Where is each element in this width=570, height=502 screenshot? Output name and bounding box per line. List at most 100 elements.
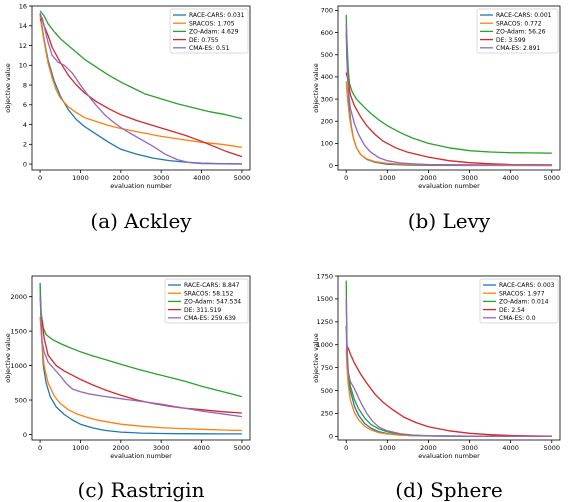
y-tick-label: 4 [23,121,27,129]
y-tick-label: 2 [23,141,27,149]
y-tick-label: 250 [321,410,333,418]
legend-label-0: RACE-CARS: 0.001 [496,12,552,19]
chart-panel-2: 0 1000 2000 3000 4000 50000500100015002000eva… [4,275,251,502]
x-tick-label: 3000 [461,444,478,452]
x-tick-label: 4000 [193,444,210,452]
legend-label-3: DE: 311.519 [184,307,221,314]
y-tick-label: 1250 [316,318,333,326]
y-tick-label: 0 [329,162,333,170]
chart-panel-3: 0 1000 2000 3000 4000 5000 0 250 500 750 1000 1250 1… [312,272,561,502]
y-tick-label: 200 [321,118,333,126]
x-tick-label: 3000 [153,444,170,452]
x-tick-label: 1000 [72,174,89,182]
legend-label-3: DE: 3.599 [496,37,526,44]
subfigure-caption: (b) Levy [408,209,491,233]
x-tick-label: 2000 [113,444,130,452]
chart-panel-0: 0 1000 2000 3000 4000 5000 0 2 4 6 8 10 12 14 16 evalua… [4,2,251,233]
x-tick-label: 3000 [461,174,478,182]
series-line-1 [345,349,552,437]
series-line-3 [345,344,552,437]
x-axis-label: evaluation number [110,182,172,190]
x-tick-label: 2000 [420,174,437,182]
y-tick-label: 500 [321,51,333,59]
legend-frame [479,278,559,324]
legend-label-4: CMA-ES: 2.891 [496,45,540,52]
y-tick-label: 16 [19,2,27,10]
legend-label-2: ZO-Adam: 0.014 [499,299,549,306]
x-tick-label: 5000 [234,444,251,452]
x-tick-label: 1000 [72,444,89,452]
subfigure-caption: (a) Ackley [90,209,192,233]
axes-frame [337,5,561,171]
series-line-3 [345,72,552,166]
axes-frame [31,5,251,171]
x-tick-label: 1000 [379,174,396,182]
chart-panel-1: 0 1000 2000 3000 4000 5000 0 100 200 300 400 500 600… [312,5,561,233]
series-line-2 [39,10,243,120]
y-tick-label: 400 [321,73,333,81]
y-axis-label: objective value [4,333,12,383]
y-tick-label: 0 [23,160,27,168]
series-line-3 [39,17,243,158]
x-tick-label: 4000 [502,174,519,182]
y-tick-label: 14 [19,22,27,30]
y-tick-label: 600 [321,29,333,37]
series-line-2 [39,286,243,398]
x-tick-label: 1000 [379,444,396,452]
series-line-4 [345,23,552,166]
legend-frame [164,278,249,324]
x-tick-label: 0 [38,444,42,452]
legend-label-4: CMA-ES: 259.639 [184,315,236,322]
series-line-3 [39,316,242,414]
y-tick-label: 700 [321,7,333,15]
legend-frame [169,8,249,54]
y-axis-label: objective value [312,333,320,383]
legend-label-2: ZO-Adam: 547.534 [184,299,241,306]
x-axis-label: evaluation number [110,452,172,460]
legend-label-0: RACE-CARS: 0.031 [189,12,245,19]
y-tick-label: 10 [19,62,27,70]
x-tick-label: 4000 [193,174,210,182]
series-line-0 [39,282,242,435]
axes-frame [31,275,251,441]
y-tick-label: 100 [321,140,333,148]
x-tick-label: 5000 [544,444,561,452]
subfigure-caption: (c) Rastrigin [78,478,205,502]
y-tick-label: 12 [19,42,27,50]
y-tick-label: 8 [23,81,27,89]
y-tick-label: 6 [23,101,27,109]
legend-label-3: DE: 0.755 [189,37,219,44]
x-tick-label: 2000 [420,444,437,452]
legend-label-3: DE: 2.54 [499,307,525,314]
y-tick-label: 1750 [316,272,333,280]
x-tick-label: 5000 [544,174,561,182]
x-tick-label: 2000 [113,174,130,182]
x-axis-label: evaluation number [418,452,480,460]
x-tick-label: 0 [38,174,42,182]
y-tick-label: 1500 [316,295,333,303]
y-tick-label: 1500 [10,327,27,335]
series-line-2 [345,14,552,154]
y-tick-label: 500 [15,396,27,404]
y-tick-label: 2000 [10,293,27,301]
legend-label-4: CMA-ES: 0.51 [189,45,230,52]
legend-label-0: RACE-CARS: 0.003 [499,282,555,289]
legend-label-0: RACE-CARS: 8.847 [184,282,240,289]
legend-label-1: SRACOS: 1.705 [189,20,235,27]
legend-label-1: SRACOS: 1.977 [499,290,545,297]
series-line-0 [345,326,552,437]
y-axis-label: objective value [312,63,320,113]
series-line-4 [39,12,242,165]
series-line-1 [39,317,242,432]
y-tick-label: 750 [321,364,333,372]
legend-label-1: SRACOS: 58.152 [184,290,234,297]
x-tick-label: 5000 [234,174,251,182]
legend-label-2: ZO-Adam: 56.26 [496,29,546,36]
axes-frame [337,275,561,441]
y-tick-label: 0 [329,433,333,441]
x-axis-label: evaluation number [418,182,480,190]
